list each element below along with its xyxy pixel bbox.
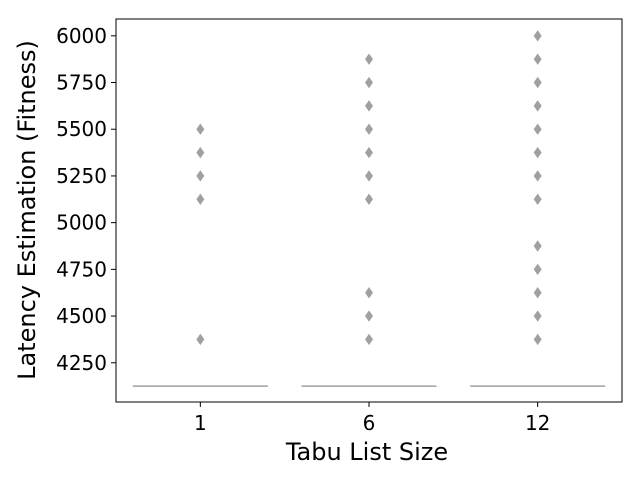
outlier-point <box>533 146 542 159</box>
y-axis-label: Latency Estimation (Fitness) <box>13 40 41 380</box>
outlier-point <box>533 53 542 65</box>
y-tick-label: 5250 <box>56 164 107 188</box>
y-tick-label: 6000 <box>56 24 107 48</box>
outlier-point <box>533 170 542 182</box>
y-tick-label: 5000 <box>56 211 107 235</box>
outlier-point <box>365 310 373 322</box>
outlier-point <box>533 76 542 89</box>
outlier-point <box>533 123 542 135</box>
outlier-point <box>533 240 542 252</box>
outlier-point <box>365 100 373 112</box>
outlier-point <box>365 333 373 346</box>
outlier-point <box>533 333 542 346</box>
y-tick-label: 4500 <box>56 304 107 328</box>
outlier-point <box>196 146 205 159</box>
outlier-point <box>533 30 542 42</box>
outlier-point <box>196 193 205 205</box>
outlier-point <box>365 170 373 182</box>
outlier-point <box>196 123 205 135</box>
outlier-point <box>533 310 542 322</box>
y-tick-label: 5750 <box>56 71 107 95</box>
y-axis-ticks: 4250 4500 4750 5000 5250 5500 5750 6000 <box>56 24 116 375</box>
outlier-point <box>533 287 542 299</box>
x-tick-label: 6 <box>363 411 376 435</box>
outlier-point <box>196 170 205 182</box>
outlier-point <box>365 123 373 135</box>
plot-area <box>132 30 606 387</box>
y-tick-label: 4750 <box>56 257 107 281</box>
outlier-point <box>533 100 542 112</box>
outlier-point <box>533 193 542 205</box>
x-tick-label: 12 <box>525 411 550 435</box>
plot-frame <box>115 18 623 403</box>
y-tick-label: 4250 <box>56 351 107 375</box>
y-tick-label: 5500 <box>56 117 107 141</box>
x-tick-label: 1 <box>194 411 207 435</box>
x-axis-label: Tabu List Size <box>285 438 448 466</box>
outlier-point <box>365 146 373 159</box>
outlier-point <box>365 76 373 89</box>
outlier-point <box>365 53 373 65</box>
outlier-point <box>196 333 205 346</box>
outlier-point <box>365 287 373 299</box>
outlier-point <box>533 263 542 276</box>
x-axis-ticks: 1 6 12 <box>194 402 550 435</box>
outlier-point <box>365 193 373 205</box>
